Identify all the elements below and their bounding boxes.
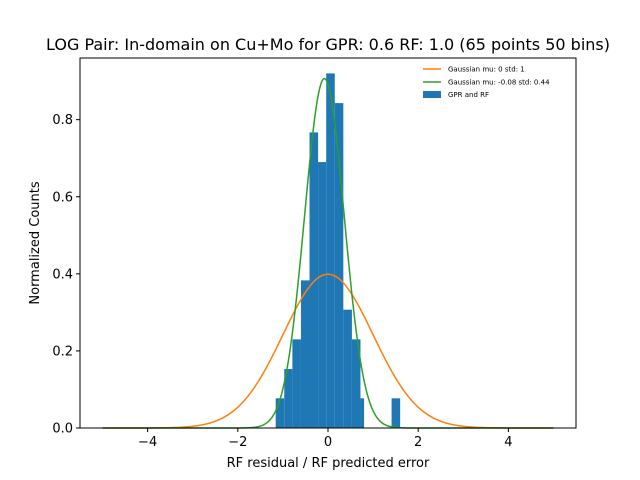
histogram-bar [275, 398, 285, 428]
y-tick-label: 0.2 [52, 344, 73, 359]
legend-swatch-histogram [423, 91, 441, 98]
x-tick-label: 2 [414, 435, 422, 450]
histogram-bar [343, 309, 352, 428]
y-tick-label: 0.6 [52, 190, 73, 205]
chart-title: LOG Pair: In-domain on Cu+Mo for GPR: 0.… [46, 35, 610, 54]
x-axis-label: RF residual / RF predicted error [227, 456, 430, 471]
x-tick-label: −2 [228, 435, 247, 450]
y-tick-label: 0.8 [52, 113, 73, 128]
y-axis-label: Normalized Counts [28, 181, 43, 304]
x-tick-label: 0 [324, 435, 332, 450]
histogram-bar [360, 398, 365, 428]
x-tick-label: 4 [504, 435, 512, 450]
histogram-bar [351, 339, 361, 428]
histogram-bar [391, 398, 401, 428]
y-tick-label: 0.0 [52, 422, 73, 437]
plot-area [102, 73, 554, 429]
legend-label-histogram: GPR and RF [448, 91, 489, 99]
y-tick-label: 0.4 [52, 267, 73, 282]
legend-label-gaussian-standard: Gaussian mu: 0 std: 1 [448, 66, 525, 74]
x-axis: −4 −2 0 2 4 [138, 428, 513, 450]
x-tick-label: −4 [138, 435, 157, 450]
y-axis: 0.0 0.2 0.4 0.6 0.8 [52, 113, 80, 437]
histogram-bar [300, 280, 310, 428]
legend-label-gaussian-fit: Gaussian mu: -0.08 std: 0.44 [448, 79, 550, 87]
histogram-bar [334, 103, 344, 428]
histogram-bar [318, 162, 327, 428]
legend: Gaussian mu: 0 std: 1 Gaussian mu: -0.08… [423, 66, 550, 99]
histogram-bar [292, 339, 301, 428]
histogram-bar [326, 73, 335, 429]
histogram-bar [284, 369, 293, 428]
histogram-bar [309, 132, 319, 428]
